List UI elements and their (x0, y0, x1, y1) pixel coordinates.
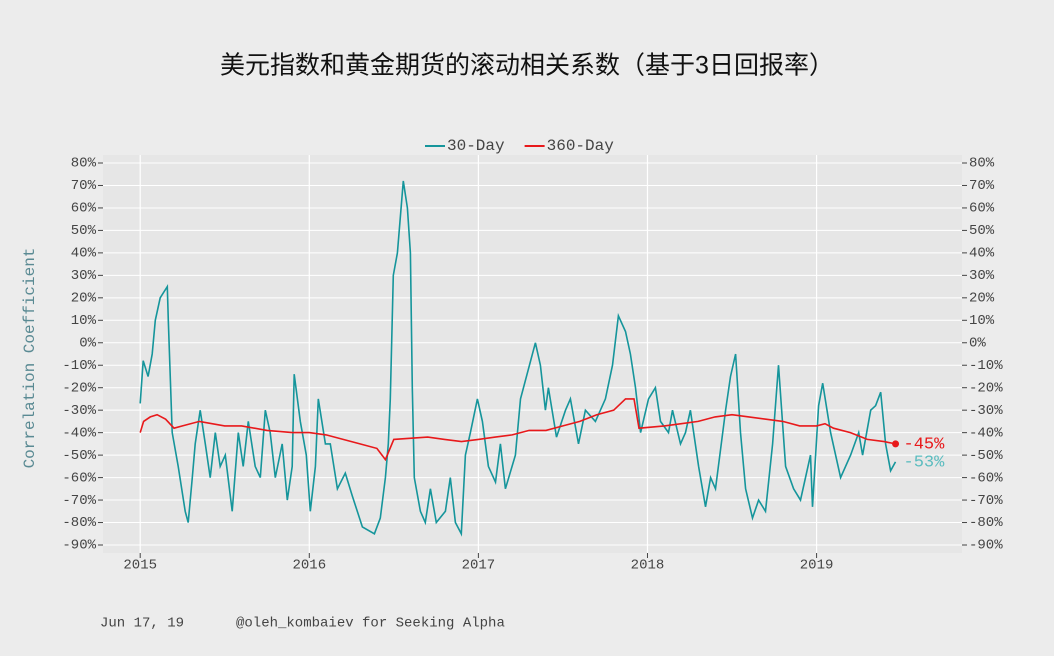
legend-label: 360-Day (547, 137, 615, 155)
x-tick-label: 2018 (631, 558, 665, 574)
x-tick-label: 2016 (292, 558, 326, 574)
y2-tick-label: 10% (969, 313, 995, 329)
y2-tick-label: 50% (969, 223, 995, 239)
x-tick-label: 2017 (462, 558, 496, 574)
end-label: -53% (904, 453, 946, 472)
line-series (139, 398, 896, 462)
y-tick-label: 80% (71, 156, 97, 172)
end-marker (892, 440, 900, 448)
y-tick-label: 10% (71, 313, 97, 329)
chart-title: 美元指数和黄金期货的滚动相关系数（基于3日回报率） (220, 52, 834, 80)
y2-tick-label: 20% (969, 291, 995, 307)
y-tick-label: -40% (62, 425, 96, 441)
y-tick-label: 50% (71, 223, 97, 239)
y2-tick-label: 60% (969, 201, 995, 217)
y2-tick-label: -60% (969, 470, 1003, 486)
y-tick-label: -70% (62, 493, 96, 509)
y-tick-label: -10% (62, 358, 96, 374)
y2-tick-label: -50% (969, 448, 1003, 464)
y2-tick-label: -10% (969, 358, 1003, 374)
y-tick-label: -20% (62, 380, 96, 396)
y2-tick-label: 30% (969, 268, 995, 284)
y2-tick-label: 40% (969, 246, 995, 262)
y2-tick-label: 0% (969, 335, 986, 351)
end-label: -45% (904, 435, 946, 454)
y2-tick-label: -90% (969, 538, 1003, 554)
legend-label: 30-Day (447, 137, 505, 155)
footer-credit: @oleh_kombaiev for Seeking Alpha (236, 616, 505, 632)
x-tick-label: 2019 (800, 558, 834, 574)
y-tick-label: -60% (62, 470, 96, 486)
y-tick-label: -30% (62, 403, 96, 419)
line-series (139, 180, 897, 537)
y-axis-label: Correlation Coefficient (21, 248, 39, 469)
y2-tick-label: 80% (969, 156, 995, 172)
y2-tick-label: -30% (969, 403, 1003, 419)
x-tick-label: 2015 (123, 558, 157, 574)
y-tick-label: -80% (62, 515, 96, 531)
y-tick-label: 40% (71, 246, 97, 262)
y2-tick-label: 70% (969, 178, 995, 194)
y-tick-label: -50% (62, 448, 96, 464)
y2-tick-label: -80% (969, 515, 1003, 531)
y2-tick-label: -40% (969, 425, 1003, 441)
y-tick-label: 20% (71, 291, 97, 307)
y-tick-label: 0% (79, 335, 96, 351)
y-tick-label: 70% (71, 178, 97, 194)
y-tick-label: -90% (62, 538, 96, 554)
y2-tick-label: -20% (969, 380, 1003, 396)
y-tick-label: 60% (71, 201, 97, 217)
footer-date: Jun 17, 19 (100, 616, 184, 632)
y2-tick-label: -70% (969, 493, 1003, 509)
y-tick-label: 30% (71, 268, 97, 284)
